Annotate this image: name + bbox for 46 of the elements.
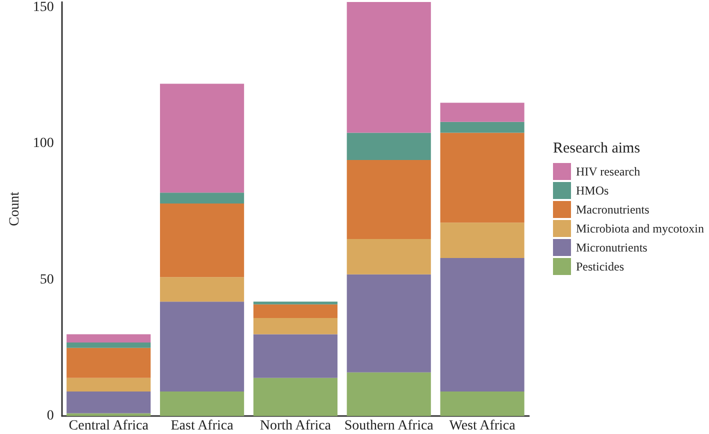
bar (160, 277, 244, 302)
bar (253, 318, 338, 334)
y-axis-title: Count (8, 192, 22, 226)
x-tick-label: Central Africa (68, 418, 150, 434)
legend-title: Research aims (553, 140, 640, 156)
bar (440, 102, 524, 122)
y-tick-label: 150 (32, 0, 54, 15)
bar (253, 302, 338, 304)
bar (346, 2, 431, 133)
bar (160, 391, 244, 416)
x-tick-label: East Africa (170, 418, 234, 434)
bar (66, 378, 151, 392)
legend-label: Micronutrients (576, 240, 648, 254)
bar (160, 192, 244, 204)
bar (160, 302, 244, 392)
x-tick-label: Southern Africa (344, 418, 434, 434)
y-tick-label: 100 (32, 136, 54, 152)
x-tick-label: West Africa (449, 418, 516, 434)
legend-label: Microbiota and mycotoxin (576, 222, 704, 236)
legend-label: HIV research (576, 164, 640, 178)
bar (66, 413, 151, 416)
legend-label: Macronutrients (576, 202, 650, 216)
bar (253, 378, 338, 416)
bar (66, 334, 151, 342)
bar (160, 84, 244, 193)
y-tick-label: 50 (40, 272, 54, 288)
bar (160, 204, 244, 278)
bar (346, 132, 431, 160)
bar (440, 122, 524, 133)
bar (440, 222, 524, 258)
bar (440, 258, 524, 392)
y-tick-label: 0 (46, 408, 54, 424)
bar (346, 160, 431, 239)
bar (346, 238, 431, 274)
bar (346, 372, 431, 416)
bar (440, 132, 524, 223)
bar (66, 391, 151, 414)
bar (346, 274, 431, 372)
legend-label: HMOs (576, 184, 609, 198)
bar (253, 304, 338, 318)
legend-label: Pesticides (576, 260, 624, 274)
bar (440, 391, 524, 416)
bar (66, 342, 151, 348)
bar (253, 334, 338, 378)
x-tick-label: North Africa (260, 418, 332, 434)
bar (66, 348, 151, 378)
